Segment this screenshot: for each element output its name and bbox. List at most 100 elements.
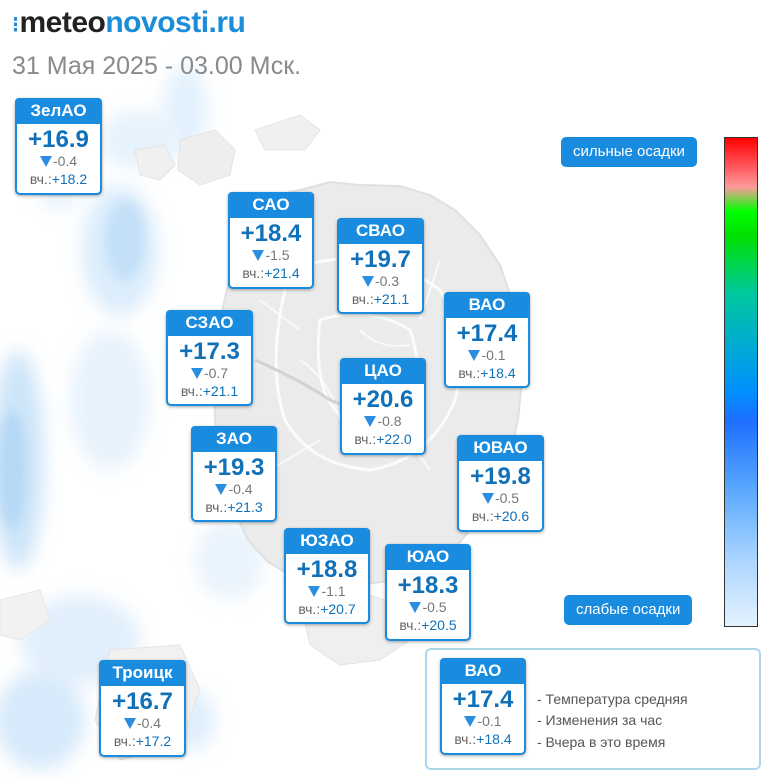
logo-dots: ⁝ [12, 12, 19, 37]
hourly-change: -1.5 [230, 247, 312, 263]
yesterday-value: +18.4 [480, 365, 516, 381]
district-card-zelao: ЗелАО +16.9 -0.4 вч.:+18.2 [15, 98, 102, 195]
date-time-subtitle: 31 Мая 2025 - 03.00 Мск. [12, 52, 302, 80]
site-logo[interactable]: ⁝meteonovosti.ru [12, 6, 246, 40]
logo-text-meteo: meteo [19, 6, 106, 39]
district-name: ЮЗАО [284, 528, 370, 554]
avg-temperature: +19.8 [470, 463, 531, 490]
avg-temperature: +17.3 [179, 338, 240, 365]
avg-temperature: +19.3 [203, 454, 265, 481]
yesterday-label: вч.: [113, 733, 136, 749]
yesterday-temp: вч.:+20.7 [286, 600, 368, 618]
yesterday-label: вч.: [29, 171, 52, 187]
yesterday-temp: вч.:+21.4 [230, 264, 312, 282]
avg-temperature: +17.4 [456, 320, 518, 347]
strong-precip-label: сильные осадки [561, 137, 697, 167]
down-arrow-icon [215, 484, 228, 495]
yesterday-label: вч.: [351, 291, 374, 307]
yesterday-value: +18.2 [51, 171, 88, 187]
key-hourly-change-desc: - Изменения за час [537, 712, 663, 728]
district-card-svao: СВАО +19.7 -0.3 вч.:+21.1 [337, 218, 424, 314]
hourly-change: -0.7 [168, 365, 251, 381]
down-arrow-icon [409, 602, 422, 613]
weak-precip-label: слабые осадки [564, 595, 693, 625]
down-arrow-icon [123, 718, 136, 729]
yesterday-label: вч.: [454, 731, 477, 747]
district-name: ЗелАО [15, 98, 102, 124]
hourly-change-value: -0.4 [136, 715, 162, 731]
yesterday-temp: вч.:+21.3 [193, 498, 275, 516]
district-card-yuao: ЮАО +18.3 -0.5 вч.:+20.5 [385, 544, 471, 641]
yesterday-label: вч.: [242, 265, 265, 281]
key-yesterday-desc: - Вчера в это время [537, 734, 666, 750]
yesterday-value: +17.2 [135, 733, 172, 749]
yesterday-label: вч.: [458, 365, 481, 381]
yesterday-value: +21.4 [264, 265, 300, 281]
hourly-change: -1.1 [286, 583, 368, 599]
down-arrow-icon [252, 250, 265, 261]
hourly-change-value: -0.1 [481, 347, 506, 363]
district-card-yuzao: ЮЗАО +18.8 -1.1 вч.:+20.7 [284, 528, 370, 624]
yesterday-label: вч.: [298, 601, 321, 617]
hourly-change-value: -0.7 [203, 365, 229, 381]
district-name: ВАО [440, 658, 526, 684]
down-arrow-icon [39, 156, 52, 167]
precipitation-color-scale [724, 137, 758, 627]
hourly-change-value: -1.1 [321, 583, 346, 599]
yesterday-value: +21.3 [227, 499, 263, 515]
hourly-change-value: -0.3 [374, 273, 400, 289]
yesterday-value: +21.1 [202, 383, 239, 399]
hourly-change: -0.3 [339, 273, 422, 289]
district-name: Троицк [99, 660, 186, 686]
district-card-sao: САО +18.4 -1.5 вч.:+21.4 [228, 192, 314, 289]
hourly-change-value: -0.1 [477, 713, 502, 729]
yesterday-value: +20.7 [320, 601, 356, 617]
legend-example-card: ВАО +17.4 -0.1 вч.:+18.4 [440, 658, 526, 755]
district-name: ЮАО [385, 544, 471, 570]
yesterday-label: вч.: [205, 499, 228, 515]
yesterday-temp: вч.:+21.1 [339, 290, 422, 308]
yesterday-temp: вч.:+18.4 [446, 364, 528, 382]
hourly-change: -0.8 [342, 413, 424, 429]
hourly-change: -0.1 [442, 713, 524, 729]
hourly-change-value: -0.5 [494, 490, 520, 506]
key-avg-temp-desc: - Температура средняя [537, 691, 688, 707]
avg-temperature: +19.7 [350, 246, 411, 273]
hourly-change-value: -0.8 [377, 413, 402, 429]
yesterday-temp: вч.:+21.1 [168, 382, 251, 400]
yesterday-value: +22.0 [376, 431, 412, 447]
down-arrow-icon [464, 716, 477, 727]
down-arrow-icon [481, 493, 494, 504]
hourly-change: -0.4 [101, 715, 184, 731]
yesterday-label: вч.: [180, 383, 203, 399]
avg-temperature: +18.4 [240, 220, 302, 247]
district-name: ВАО [444, 292, 530, 318]
hourly-change-value: -0.5 [422, 599, 447, 615]
avg-temperature: +17.4 [452, 686, 514, 713]
yesterday-temp: вч.:+18.2 [17, 170, 100, 188]
yesterday-temp: вч.:+18.4 [442, 730, 524, 748]
yesterday-value: +21.1 [373, 291, 410, 307]
hourly-change-value: -1.5 [265, 247, 290, 263]
district-name: ЗАО [191, 426, 277, 452]
down-arrow-icon [468, 350, 481, 361]
avg-temperature: +18.3 [397, 572, 459, 599]
yesterday-temp: вч.:+17.2 [101, 732, 184, 750]
yesterday-value: +20.6 [493, 508, 530, 524]
district-name: СЗАО [166, 310, 253, 336]
avg-temperature: +16.7 [112, 688, 173, 715]
avg-temperature: +16.9 [28, 126, 89, 153]
district-card-zao: ЗАО +19.3 -0.4 вч.:+21.3 [191, 426, 277, 522]
hourly-change: -0.5 [459, 490, 542, 506]
down-arrow-icon [190, 368, 203, 379]
district-card-tsao: ЦАО +20.6 -0.8 вч.:+22.0 [340, 358, 426, 455]
avg-temperature: +20.6 [352, 386, 414, 413]
district-card-szao: СЗАО +17.3 -0.7 вч.:+21.1 [166, 310, 253, 406]
hourly-change-value: -0.4 [52, 153, 78, 169]
yesterday-value: +20.5 [421, 617, 457, 633]
district-name: ЮВАО [457, 435, 544, 461]
hourly-change: -0.4 [17, 153, 100, 169]
yesterday-temp: вч.:+20.5 [387, 616, 469, 634]
avg-temperature: +18.8 [296, 556, 358, 583]
district-name: САО [228, 192, 314, 218]
